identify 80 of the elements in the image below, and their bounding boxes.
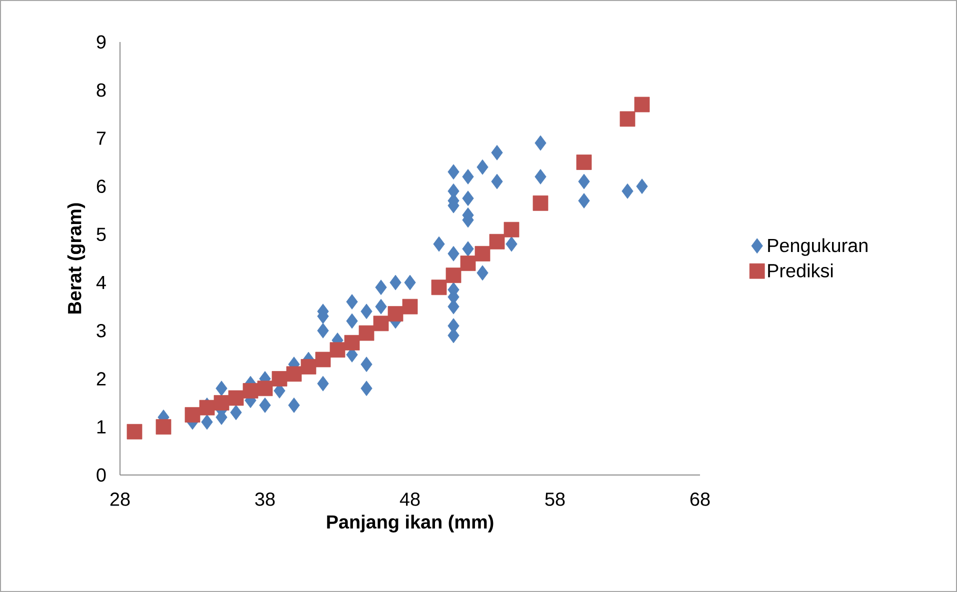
- point: [462, 190, 474, 206]
- point: [346, 294, 358, 310]
- point: [404, 274, 416, 290]
- point: [346, 313, 358, 329]
- point: [448, 246, 460, 262]
- x-tick-label: 68: [690, 492, 710, 506]
- point: [578, 174, 590, 190]
- point: [448, 164, 460, 180]
- point: [201, 414, 213, 430]
- point: [344, 334, 360, 350]
- point: [388, 306, 404, 322]
- x-tick-label: 48: [400, 492, 420, 506]
- point: [534, 169, 546, 184]
- x-tick-label: 28: [110, 492, 130, 506]
- point: [534, 135, 546, 151]
- point: [375, 280, 387, 296]
- point: [636, 178, 648, 194]
- point: [402, 298, 418, 314]
- point: [286, 366, 302, 382]
- point: [532, 195, 548, 211]
- point: [476, 265, 488, 281]
- point: [474, 246, 490, 262]
- point: [489, 234, 505, 250]
- point: [390, 274, 402, 290]
- point: [330, 342, 346, 358]
- y-tick-label: 6: [96, 180, 106, 194]
- point: [288, 398, 300, 413]
- point: [156, 419, 172, 435]
- point: [373, 316, 389, 332]
- point: [504, 222, 520, 238]
- point: [228, 390, 244, 406]
- point: [578, 193, 590, 208]
- point: [476, 159, 488, 175]
- point: [622, 183, 634, 199]
- y-tick-label: 1: [97, 420, 106, 434]
- y-axis-title: Berat (gram): [67, 203, 86, 314]
- point: [491, 144, 503, 160]
- point: [620, 111, 636, 127]
- point: [506, 236, 518, 252]
- point: [360, 380, 372, 396]
- point: [360, 304, 372, 320]
- x-tick-label: 58: [545, 492, 565, 506]
- point: [184, 407, 200, 423]
- y-tick-label: 4: [96, 276, 106, 290]
- point: [257, 380, 273, 396]
- point: [634, 96, 650, 112]
- point: [230, 404, 242, 420]
- point: [431, 280, 447, 296]
- point: [242, 383, 258, 398]
- point: [315, 352, 331, 368]
- y-tick-label: 0: [96, 468, 106, 482]
- point: [126, 424, 142, 440]
- legend-label: Pengukuran: [768, 238, 868, 256]
- point: [317, 322, 329, 338]
- point: [214, 395, 230, 411]
- point: [446, 268, 462, 284]
- point: [462, 169, 474, 184]
- point: [462, 241, 474, 257]
- point: [433, 236, 445, 252]
- y-tick-label: 5: [96, 228, 106, 242]
- point: [216, 380, 228, 396]
- y-tick-label: 2: [96, 372, 106, 386]
- point: [272, 371, 288, 386]
- y-tick-label: 9: [96, 35, 106, 49]
- point: [300, 359, 316, 374]
- legend-label: Prediksi: [768, 263, 833, 278]
- point: [259, 398, 271, 413]
- y-tick-label: 8: [96, 83, 106, 97]
- point: [317, 376, 329, 392]
- point: [576, 154, 592, 170]
- y-tick-label: 7: [96, 132, 106, 145]
- point: [375, 298, 387, 314]
- point: [460, 256, 476, 271]
- point: [360, 356, 372, 372]
- x-tick-label: 38: [255, 492, 275, 506]
- point: [491, 174, 503, 190]
- point: [199, 400, 215, 416]
- y-tick-label: 3: [96, 324, 106, 338]
- point: [358, 325, 374, 341]
- x-axis-title: Panjang ikan (mm): [327, 514, 494, 532]
